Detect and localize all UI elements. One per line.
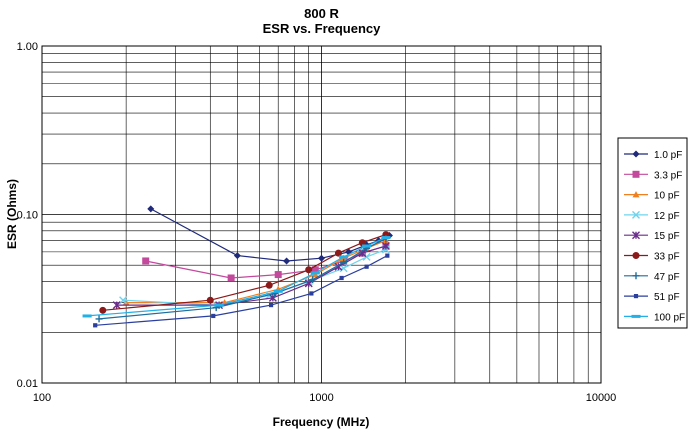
- data-point: [274, 271, 282, 279]
- data-point: [119, 296, 128, 305]
- data-point: [206, 296, 214, 304]
- legend-item: 12 pF: [624, 211, 680, 222]
- data-point: [95, 315, 103, 323]
- data-point: [358, 239, 366, 247]
- legend-label: 100 pF: [654, 312, 685, 323]
- legend-item: 33 pF: [624, 252, 680, 263]
- legend-label: 47 pF: [654, 272, 680, 283]
- series-9: [82, 236, 391, 318]
- legend-item: 51 pF: [624, 292, 680, 303]
- legend-item: 47 pF: [624, 272, 680, 283]
- data-point: [214, 303, 224, 307]
- legend-label: 3.3 pF: [654, 170, 682, 181]
- y-tick-label: 0.01: [17, 378, 38, 390]
- legend-marker: [632, 272, 640, 280]
- legend-label: 12 pF: [654, 211, 680, 222]
- data-point: [273, 289, 283, 293]
- series-6: [99, 231, 390, 314]
- data-point: [233, 252, 241, 260]
- data-point: [340, 258, 348, 266]
- data-point: [381, 242, 390, 251]
- data-point: [142, 257, 150, 265]
- y-tick-label: 1.00: [17, 41, 38, 53]
- data-point: [309, 276, 317, 284]
- data-point: [112, 301, 121, 310]
- data-point: [147, 205, 155, 213]
- data-point: [364, 264, 369, 269]
- data-point: [305, 266, 313, 274]
- x-axis-title: Frequency (MHz): [273, 415, 370, 429]
- legend-label: 33 pF: [654, 252, 680, 263]
- chart-title: 800 R: [304, 6, 339, 21]
- legend-item: 3.3 pF: [624, 170, 682, 181]
- data-point: [309, 291, 314, 296]
- y-axis-title: ESR (Ohms): [5, 179, 19, 249]
- legend-label: 51 pF: [654, 292, 680, 303]
- x-tick-label: 100: [33, 392, 51, 404]
- legend-marker: [632, 252, 640, 259]
- legend-item: 15 pF: [624, 231, 680, 242]
- data-point: [381, 236, 391, 240]
- legend: 1.0 pF 3.3 pF 10 pF 12 pF 15 pF 33 pF 47 pF 51 …: [617, 137, 688, 329]
- data-point: [339, 275, 344, 281]
- legend-marker: [632, 150, 640, 158]
- data-point: [318, 254, 325, 262]
- data-point: [334, 249, 342, 257]
- legend-label: 1.0 pF: [654, 150, 682, 161]
- grid-lines: [42, 46, 601, 383]
- series-layer: [82, 205, 393, 328]
- legend-marker: [632, 210, 640, 219]
- legend-item: 10 pF: [624, 191, 680, 202]
- data-point: [268, 302, 274, 308]
- legend-item: 100 pF: [624, 312, 685, 323]
- chart-subtitle: ESR vs. Frequency: [262, 21, 381, 36]
- legend-label: 15 pF: [654, 231, 680, 242]
- data-point: [311, 266, 319, 274]
- data-point: [82, 314, 92, 318]
- series-8: [93, 253, 390, 328]
- x-tick-label: 10000: [586, 392, 617, 404]
- data-point: [385, 253, 390, 258]
- data-point: [310, 271, 320, 275]
- data-point: [283, 257, 291, 265]
- y-tick-label: 0.10: [17, 210, 38, 222]
- data-point: [265, 281, 273, 289]
- plot-border: [41, 45, 602, 384]
- data-point: [99, 306, 107, 314]
- data-point: [93, 323, 98, 328]
- data-point: [339, 255, 349, 259]
- legend-marker: [632, 231, 640, 240]
- tick-labels: 100 1000 10000 0.01 0.10 1.00: [17, 41, 617, 404]
- legend-marker: [632, 170, 640, 178]
- data-point: [211, 313, 216, 319]
- data-point: [362, 244, 372, 248]
- legend-item: 1.0 pF: [624, 150, 682, 161]
- data-point: [339, 264, 348, 273]
- data-point: [227, 274, 235, 282]
- legend-marker: [633, 294, 639, 299]
- legend-label: 10 pF: [654, 191, 680, 202]
- data-point: [122, 299, 130, 306]
- legend-marker: [632, 191, 640, 198]
- legend-marker: [631, 314, 641, 318]
- x-tick-label: 1000: [309, 392, 333, 404]
